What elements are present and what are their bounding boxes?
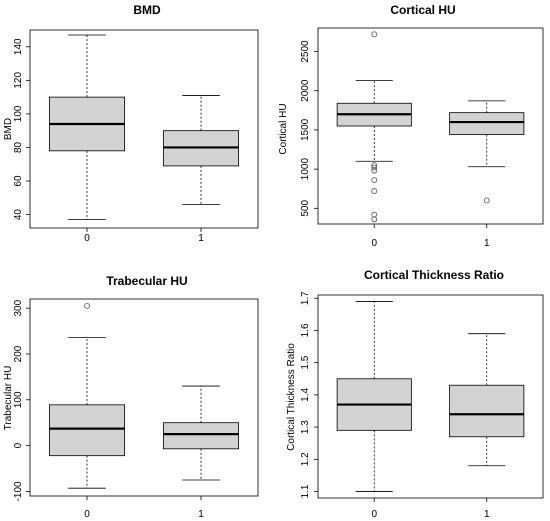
box-1 [162, 95, 240, 205]
y-tick-label: 300 [13, 299, 24, 316]
outlier-point [371, 162, 378, 169]
x-tick-label: 1 [198, 509, 204, 520]
y-tick-label: 0 [13, 442, 24, 448]
panel-1: Cortical HU Cortical HU 500 1000 1500 2000 250… [278, 3, 544, 249]
x-tick-label: 0 [84, 509, 90, 520]
outlier-point [371, 188, 378, 194]
x-tick-label: 1 [484, 238, 490, 249]
box-1 [449, 333, 525, 467]
outlier-point [371, 164, 378, 171]
y-tick-label: 1.4 [300, 388, 311, 402]
y-tick-label: 100 [13, 105, 24, 122]
box-0 [48, 302, 126, 489]
y-tick-label: 1.6 [300, 323, 311, 337]
x-tick-label: 1 [484, 509, 490, 520]
panel-title: Cortical HU [390, 3, 455, 17]
y-axis-label: BMD [3, 118, 14, 140]
y-tick-label: 140 [13, 38, 24, 55]
box-0 [336, 301, 412, 492]
panel-2: Trabecular HU Trabecular HU -100 0 100 200 300… [3, 274, 259, 520]
y-tick-label: -100 [13, 481, 24, 501]
box-1 [449, 100, 525, 204]
outlier-point [371, 216, 378, 223]
y-axis-label: Cortical Thickness Ratio [286, 343, 297, 451]
outlier-point [371, 211, 378, 218]
x-tick-label: 0 [371, 238, 377, 249]
iqr-box [48, 404, 126, 457]
y-tick-label: 60 [13, 175, 24, 187]
y-tick-label: 1.2 [300, 452, 311, 466]
y-tick-label: 1.3 [300, 420, 311, 434]
box-1 [162, 385, 240, 481]
y-tick-label: 1000 [300, 158, 311, 181]
box-0 [48, 34, 126, 221]
outlier-point [371, 177, 378, 183]
panel-3: Cortical Thickness Ratio Cortical Thickne… [286, 268, 544, 520]
x-tick-label: 1 [198, 233, 204, 244]
panel-title: BMD [133, 3, 161, 17]
y-tick-label: 2000 [300, 79, 311, 102]
x-tick-label: 0 [371, 509, 377, 520]
y-tick-label: 500 [300, 200, 311, 217]
iqr-box [449, 112, 525, 136]
outlier-point [371, 167, 378, 174]
box-0 [336, 31, 412, 223]
y-tick-label: 120 [13, 72, 24, 89]
outlier-point [371, 31, 378, 38]
y-axis-label: Cortical HU [278, 103, 289, 154]
panel-title: Trabecular HU [106, 274, 187, 288]
plot-frame [317, 294, 544, 499]
plot-frame [29, 298, 259, 497]
panel-title: Cortical Thickness Ratio [364, 268, 504, 282]
iqr-box [162, 422, 240, 450]
x-tick-label: 0 [84, 233, 90, 244]
y-tick-label: 1500 [300, 118, 311, 141]
iqr-box [449, 384, 525, 438]
y-axis-label: Trabecular HU [3, 366, 14, 431]
y-tick-label: 1.7 [300, 291, 311, 305]
y-tick-label: 1.5 [300, 355, 311, 369]
y-tick-label: 200 [13, 345, 24, 362]
outlier-point [84, 302, 90, 309]
plot-frame [29, 29, 259, 229]
y-tick-label: 100 [13, 391, 24, 408]
outlier-point [483, 197, 490, 204]
y-tick-label: 2500 [300, 40, 311, 63]
y-tick-label: 1.1 [300, 484, 311, 498]
plot-frame [317, 27, 544, 225]
panel-0: BMD BMD 40 60 80 100 120 140 0 1 [3, 3, 259, 244]
y-tick-label: 80 [13, 141, 24, 153]
y-tick-label: 40 [13, 209, 24, 221]
